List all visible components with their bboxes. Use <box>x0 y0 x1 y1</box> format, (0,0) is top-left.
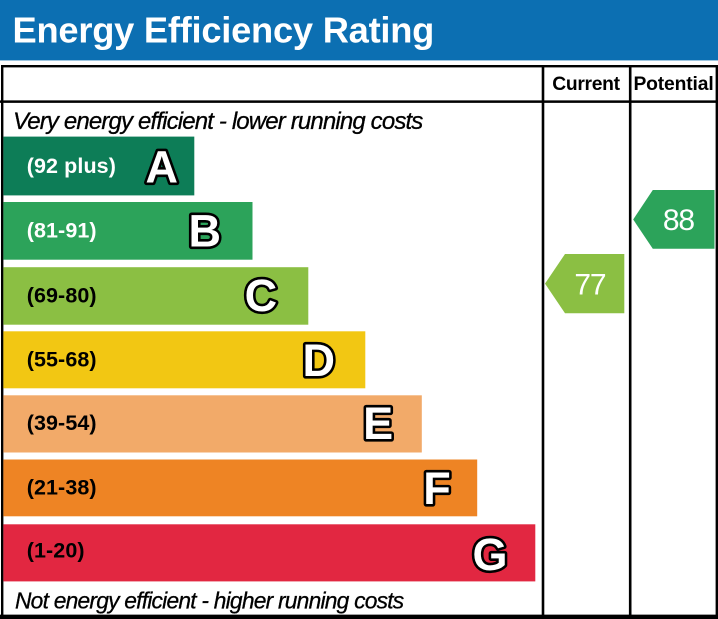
svg-text:(21-38): (21-38) <box>27 476 97 500</box>
svg-text:(92 plus): (92 plus) <box>27 154 116 178</box>
svg-text:Current: Current <box>552 74 620 95</box>
svg-text:Energy Efficiency Rating: Energy Efficiency Rating <box>13 9 435 50</box>
svg-text:G: G <box>472 529 507 580</box>
svg-text:Not energy efficient - higher: Not energy efficient - higher running co… <box>15 588 404 614</box>
svg-text:B: B <box>189 205 222 256</box>
svg-text:F: F <box>423 463 451 514</box>
svg-text:C: C <box>245 270 278 321</box>
svg-text:77: 77 <box>574 269 605 302</box>
svg-text:88: 88 <box>663 204 694 237</box>
svg-text:(69-80): (69-80) <box>27 283 97 307</box>
svg-text:(81-91): (81-91) <box>27 218 97 242</box>
svg-text:E: E <box>363 398 393 449</box>
svg-text:(55-68): (55-68) <box>27 347 97 371</box>
svg-text:(1-20): (1-20) <box>27 539 85 563</box>
svg-text:(39-54): (39-54) <box>27 411 97 435</box>
svg-text:Very energy efficient - lower: Very energy efficient - lower running co… <box>13 108 423 135</box>
svg-text:A: A <box>145 141 178 192</box>
svg-text:Potential: Potential <box>633 74 713 95</box>
svg-text:D: D <box>302 335 335 386</box>
